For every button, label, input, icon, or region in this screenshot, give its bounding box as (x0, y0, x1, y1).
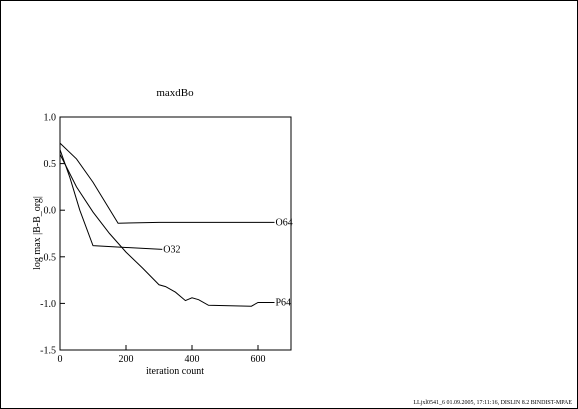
footer: LLjxl0541_6 01.09.2005, 17:11:16, DISLIN… (413, 400, 572, 406)
y-tick-label: 0.5 (44, 159, 57, 170)
x-tick-label: 200 (119, 354, 134, 365)
chart-title: maxdBo (156, 87, 194, 99)
line-label: P64 (276, 297, 292, 308)
y-tick-label: -0.5 (40, 252, 56, 263)
line (59, 149, 163, 250)
y-tick-label: -1.0 (40, 299, 56, 310)
plot-frame (59, 116, 292, 351)
line-label: O32 (163, 244, 180, 255)
line-label: O64 (276, 217, 293, 228)
x-tick-label: 400 (185, 354, 200, 365)
x-tick-label: 600 (251, 354, 266, 365)
x-axis-label: iteration count (146, 366, 204, 377)
y-tick-label: 1.0 (44, 113, 57, 124)
y-tick-label: -1.5 (40, 346, 56, 357)
line (59, 154, 275, 307)
y-axis-label: log max |B-B_org| (32, 196, 43, 270)
line (59, 142, 275, 224)
x-tick-label: 0 (58, 354, 63, 365)
y-tick-label: 0.0 (44, 206, 57, 217)
